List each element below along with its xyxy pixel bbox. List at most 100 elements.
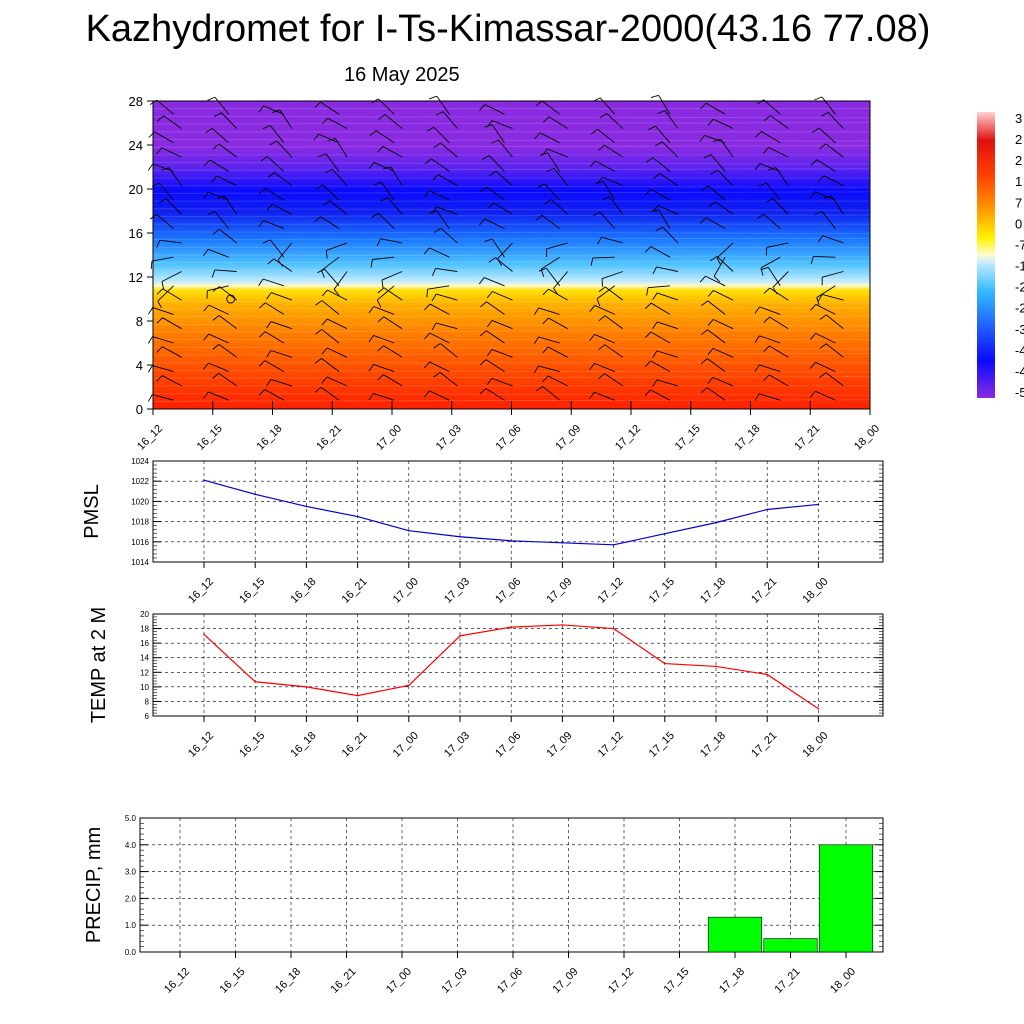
data-point bbox=[664, 532, 666, 535]
wind-barb-staff bbox=[269, 239, 285, 258]
wind-barb-staff bbox=[219, 229, 238, 244]
wind-barb-flag bbox=[700, 358, 708, 365]
wind-barb-staff bbox=[717, 169, 734, 187]
wind-barb-staff bbox=[373, 306, 395, 315]
wind-barb-flag bbox=[539, 152, 548, 156]
wind-barb-staff bbox=[815, 390, 836, 401]
wind-barb-staff bbox=[438, 174, 458, 187]
x-tick-label: 16_18 bbox=[273, 966, 303, 996]
x-tick-label: 17_15 bbox=[662, 966, 692, 996]
wind-barb-flag bbox=[817, 235, 823, 243]
wind-barb-flag bbox=[542, 346, 549, 354]
wind-barb-staff bbox=[318, 133, 340, 144]
y-tick-label: 20 bbox=[140, 610, 149, 619]
wind-barb-staff bbox=[442, 111, 458, 129]
wind-barb-staff bbox=[822, 271, 844, 278]
wind-barb-staff bbox=[548, 346, 568, 358]
colorbar-label: 1 bbox=[1015, 174, 1022, 189]
x-tick-label: 17_03 bbox=[440, 966, 470, 996]
wind-barb-flag bbox=[321, 117, 328, 125]
wind-barb-staff bbox=[656, 266, 679, 272]
wind-barb-staff bbox=[662, 226, 679, 244]
wind-barb-staff bbox=[539, 132, 560, 144]
wind-barb-staff bbox=[270, 350, 293, 358]
wind-barb-flag bbox=[707, 377, 714, 384]
wind-barb-staff bbox=[706, 387, 726, 401]
wind-barb-staff bbox=[592, 256, 615, 259]
wind-barb-staff bbox=[650, 302, 671, 315]
wind-barb-staff bbox=[828, 112, 844, 129]
data-point bbox=[408, 684, 410, 687]
y-tick-label: 10 bbox=[140, 683, 149, 692]
y-tick-label: 1016 bbox=[131, 538, 149, 547]
wind-barb-staff bbox=[772, 271, 789, 288]
isotherm-line bbox=[152, 254, 871, 257]
data-point bbox=[254, 680, 256, 683]
wind-barb-flag bbox=[533, 307, 539, 315]
wind-barb-flag bbox=[203, 333, 209, 341]
isotherm-line bbox=[152, 376, 871, 379]
wind-barb-staff bbox=[321, 358, 340, 372]
wind-barb-flag bbox=[212, 143, 220, 150]
wind-barb-staff bbox=[162, 288, 182, 301]
wind-barb-staff bbox=[704, 134, 726, 144]
wind-barb-flag bbox=[716, 257, 722, 266]
wind-barb-staff bbox=[484, 104, 505, 115]
data-point bbox=[203, 633, 205, 636]
wind-barb-staff bbox=[664, 110, 679, 129]
wind-barb-staff bbox=[439, 343, 458, 358]
wind-barb-staff bbox=[214, 96, 230, 115]
x-tick-label: 16_18 bbox=[288, 576, 318, 606]
wind-barb-flag bbox=[546, 167, 555, 172]
wind-barb-staff bbox=[546, 267, 561, 287]
wind-barb-staff bbox=[650, 331, 671, 344]
wind-barb-flag bbox=[598, 373, 605, 380]
y-tick-label: 6 bbox=[145, 712, 150, 721]
wind-barb-staff bbox=[373, 162, 395, 172]
wind-barb-staff bbox=[218, 143, 237, 158]
wind-barb-flag bbox=[486, 378, 493, 386]
wind-barb-flag bbox=[703, 154, 712, 159]
wind-barb-staff bbox=[320, 386, 340, 401]
wind-barb-flag bbox=[814, 210, 823, 215]
wind-barb-flag bbox=[650, 94, 659, 98]
precip-bar bbox=[818, 844, 874, 953]
wind-barb-flag bbox=[655, 226, 663, 232]
y-tick-label: 1.0 bbox=[125, 921, 137, 930]
wind-barb-flag bbox=[497, 258, 503, 267]
wind-barb-flag bbox=[754, 393, 760, 401]
wind-barb-staff bbox=[492, 291, 513, 301]
wind-barb-flag bbox=[812, 127, 820, 133]
y-tick-label: 1022 bbox=[131, 477, 149, 486]
wind-barb-flag bbox=[480, 301, 487, 308]
x-tick-label: 17_18 bbox=[698, 576, 728, 606]
wind-barb-staff bbox=[770, 115, 789, 129]
wind-barb-flag bbox=[370, 259, 373, 268]
wind-barb-staff bbox=[270, 321, 293, 330]
wind-barb-staff bbox=[208, 304, 229, 315]
wind-barb-staff bbox=[604, 286, 624, 301]
isotherm-line bbox=[152, 237, 871, 241]
wind-barb-flag bbox=[701, 300, 709, 307]
wind-barb-flag bbox=[203, 249, 209, 257]
wind-barb-staff bbox=[547, 148, 568, 158]
x-tick-label: 16_12 bbox=[162, 966, 192, 996]
wind-barb-flag bbox=[203, 191, 209, 199]
wind-barb-staff bbox=[375, 130, 395, 144]
wind-barb-flag bbox=[315, 184, 324, 190]
wind-barb-staff bbox=[658, 209, 671, 229]
x-tick-label: 17_03 bbox=[434, 423, 464, 453]
wind-barb-staff bbox=[331, 169, 348, 187]
wind-barb-staff bbox=[321, 256, 340, 271]
wind-barb-staff bbox=[262, 278, 285, 287]
y-tick-label: 1014 bbox=[131, 558, 149, 567]
wind-barb-flag bbox=[161, 167, 170, 171]
wind-barb-staff bbox=[436, 206, 458, 215]
wind-barb-staff bbox=[378, 212, 395, 229]
x-tick-label: 17_21 bbox=[773, 966, 803, 996]
wind-barb-flag bbox=[258, 220, 264, 228]
wind-barb-flag bbox=[156, 147, 162, 155]
wind-barb-staff bbox=[705, 102, 726, 115]
wind-barb-staff bbox=[822, 293, 844, 301]
